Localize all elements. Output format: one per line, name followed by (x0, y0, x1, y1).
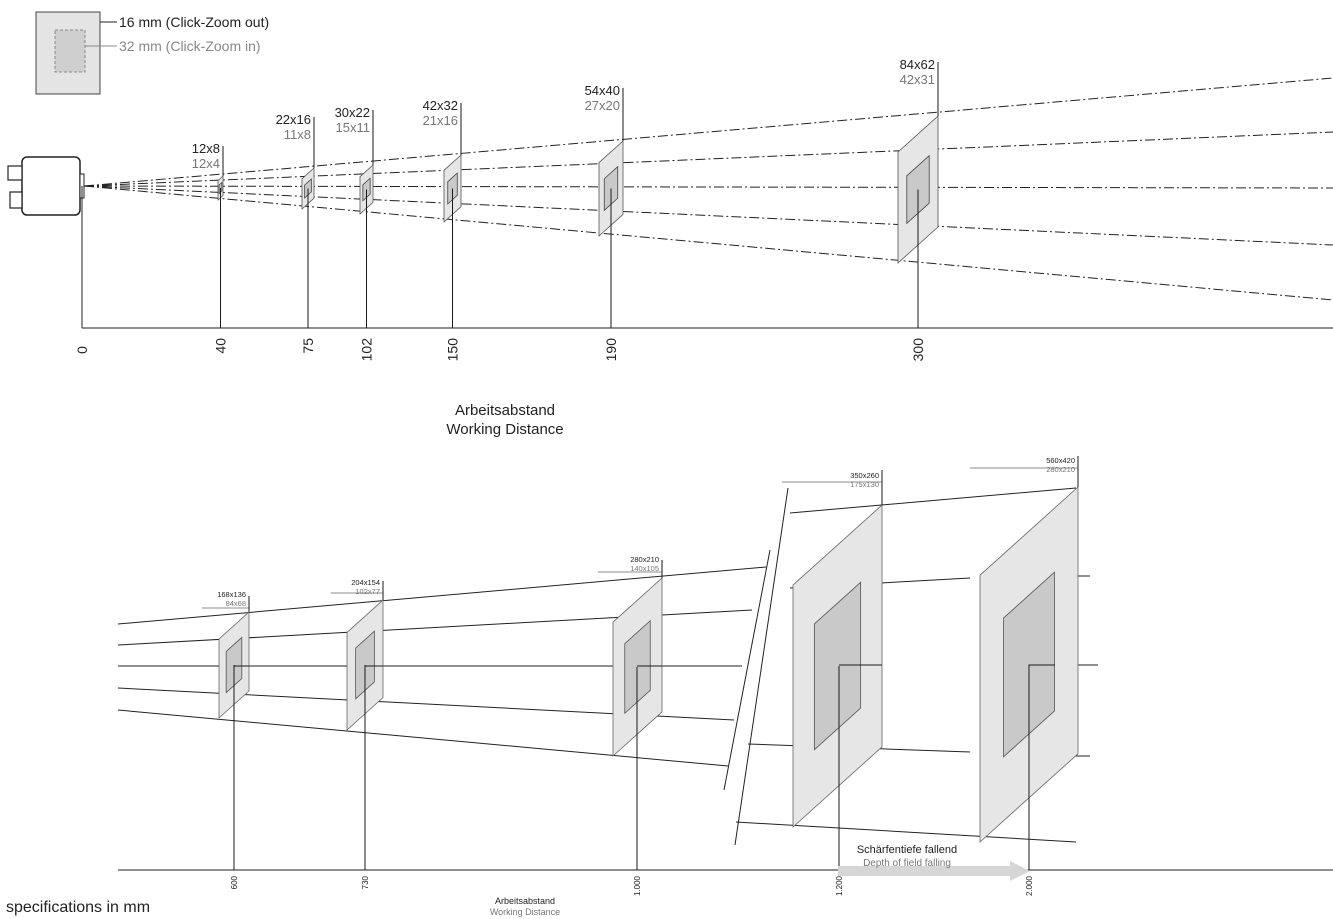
outer-size-label: 560x420 (1046, 456, 1075, 465)
inner-size-label: 11x8 (284, 127, 311, 142)
axis-break-line (723, 549, 771, 791)
distance-tick-label: 75 (300, 338, 316, 354)
outer-size-label: 84x62 (900, 57, 935, 72)
distance-tick-label: 300 (910, 338, 926, 362)
top-fields: 12x812x44022x1611x87530x2215x1110242x322… (192, 57, 939, 362)
beam-lines (83, 77, 1333, 301)
top-axis-title-en: Working Distance (446, 421, 563, 438)
outer-size-label: 30x22 (335, 105, 370, 120)
units-footnote: specifications in mm (6, 899, 150, 916)
inner-size-label: 21x16 (423, 113, 458, 128)
bottom-fields: 168x13684x68600204x154102x77730280x21014… (202, 456, 1079, 896)
outer-size-label: 54x40 (585, 83, 620, 98)
bottom-diagram: 168x13684x68600204x154102x77730280x21014… (117, 456, 1333, 917)
bottom-axis-title-de: Arbeitsabstand (495, 896, 555, 906)
inner-size-label: 280x210 (1046, 465, 1075, 474)
inner-size-label: 84x68 (226, 599, 246, 608)
inner-size-label: 140x105 (630, 564, 659, 573)
outer-size-label: 350x260 (850, 471, 879, 480)
camera-icon (7, 156, 85, 216)
top-axis-title-de: Arbeitsabstand (455, 402, 555, 419)
inner-size-label: 102x77 (355, 587, 380, 596)
depth-of-field-label-en: Depth of field falling (863, 858, 951, 869)
bottom-axis-title-en: Working Distance (490, 907, 560, 917)
outer-size-label: 204x154 (351, 578, 380, 587)
depth-of-field-arrow (838, 861, 1030, 881)
inner-size-label: 27x20 (585, 98, 620, 113)
distance-tick-label: 150 (445, 338, 461, 362)
legend-zoom-out-label: 16 mm (Click-Zoom out) (119, 14, 269, 30)
legend: 16 mm (Click-Zoom out) 32 mm (Click-Zoom… (35, 11, 269, 95)
bottom-beam-lines-near (117, 566, 767, 767)
distance-tick-label: 1.200 (835, 875, 844, 896)
distance-tick-label: 2.000 (1025, 875, 1034, 896)
inner-size-label: 42x31 (900, 72, 935, 87)
distance-tick-label: 730 (361, 875, 370, 889)
distance-tick-label: 102 (359, 338, 375, 362)
outer-size-label: 22x16 (276, 112, 311, 127)
origin-tick-label: 0 (74, 346, 90, 354)
axis-break-line (734, 487, 789, 846)
outer-size-label: 168x136 (217, 590, 246, 599)
distance-tick-label: 600 (230, 875, 239, 889)
legend-zoom-in-label: 32 mm (Click-Zoom in) (119, 38, 261, 54)
inner-size-label: 12x4 (192, 156, 220, 171)
outer-size-label: 12x8 (192, 141, 220, 156)
outer-size-label: 280x210 (630, 555, 659, 564)
outer-size-label: 42x32 (423, 98, 458, 113)
distance-tick-label: 190 (603, 338, 619, 362)
inner-size-label: 15x11 (336, 120, 370, 135)
legend-inner-field (54, 29, 86, 73)
inner-size-label: 175x130 (850, 480, 879, 489)
inner-field-rect (813, 581, 862, 751)
distance-tick-label: 1.000 (633, 875, 642, 896)
distance-tick-label: 40 (213, 338, 229, 354)
depth-of-field-label-de: Schärfentiefe fallend (857, 844, 957, 856)
